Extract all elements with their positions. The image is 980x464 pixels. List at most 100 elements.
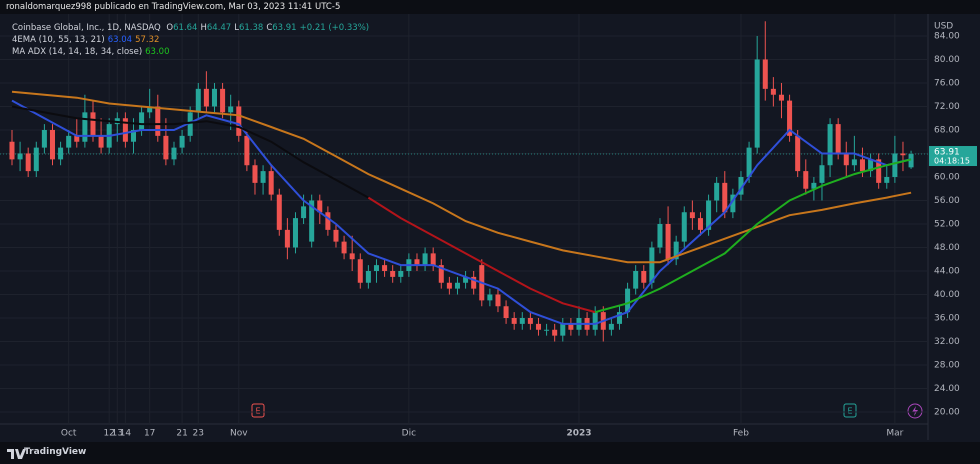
candle-body <box>228 106 234 113</box>
candle-body <box>511 318 517 324</box>
quote-label: O <box>166 23 174 33</box>
header: ronaldomarquez998 publicado en TradingVi… <box>0 0 980 14</box>
background <box>0 14 980 442</box>
candle-body <box>487 294 493 301</box>
candle-body <box>851 159 857 166</box>
svg-text:E: E <box>255 407 260 416</box>
candle-body <box>284 229 290 248</box>
quote-row: Coinbase Global, Inc., 1D, NASDAQ O61.64… <box>12 22 375 34</box>
last-price-label: 63.91 <box>934 148 960 158</box>
candle-body <box>98 135 104 148</box>
candle-body <box>422 253 428 266</box>
quote-label: C <box>266 23 273 33</box>
candle-body <box>58 147 64 160</box>
y-tick-label: 76.00 <box>934 78 960 88</box>
x-tick-label: 23 <box>193 429 204 439</box>
indicator-value: 63.00 <box>145 47 170 57</box>
quote: O61.64 H64.47 L61.38 C63.91 +0.21 (+0.33%) <box>166 23 372 33</box>
y-tick-label: 20.00 <box>934 408 960 418</box>
indicator-line <box>11 105 369 199</box>
candle-body <box>714 182 720 201</box>
candle-body <box>82 112 88 142</box>
candle-body <box>527 318 533 324</box>
indicator-value: 57.32 <box>135 35 160 45</box>
candle-body <box>179 135 185 148</box>
y-tick-label: 60.00 <box>934 172 960 182</box>
quote-value: 61.64 <box>173 23 198 33</box>
candle-body <box>171 147 177 160</box>
candle-body <box>317 200 323 213</box>
y-tick-label: 52.00 <box>934 219 960 229</box>
candle-body <box>463 276 469 283</box>
candle-body <box>892 153 898 177</box>
candle-body <box>390 270 396 277</box>
footer: TradingView <box>0 442 980 464</box>
candle-body <box>373 265 379 271</box>
y-tick-label: 40.00 <box>934 290 960 300</box>
x-tick-label: Feb <box>733 429 749 439</box>
candle-body <box>754 59 760 148</box>
price-box-bg <box>929 146 977 167</box>
candle-body <box>876 159 882 183</box>
candle-body <box>770 88 776 95</box>
candle-body <box>471 276 477 289</box>
logo <box>7 449 26 459</box>
candle-body <box>592 312 598 330</box>
candle-body <box>811 182 817 189</box>
candle-body <box>503 306 509 319</box>
candle-body <box>778 94 784 101</box>
y-tick-label: 72.00 <box>934 102 960 112</box>
candle-body <box>633 270 639 289</box>
candle-body <box>268 171 274 195</box>
candle-body <box>333 229 339 242</box>
y-tick-label: 44.00 <box>934 266 960 276</box>
candle-body <box>195 88 201 113</box>
candle-body <box>454 282 460 289</box>
candle-body <box>430 253 436 266</box>
candle-body <box>908 154 914 168</box>
indicator-row: MA ADX (14, 14, 18, 34, close) 63.00 <box>12 46 375 58</box>
candle-body <box>616 312 622 324</box>
candle-body <box>90 112 96 136</box>
candle-body <box>738 176 744 195</box>
candle-body <box>17 153 23 160</box>
quote-value: 61.38 <box>238 23 264 33</box>
candle-body <box>697 218 703 230</box>
indicator-line <box>11 99 912 325</box>
candle-body <box>665 223 671 260</box>
candle-body <box>341 241 347 254</box>
brand: TradingView <box>24 447 87 457</box>
y-tick-label: 48.00 <box>934 243 960 253</box>
candle-body <box>495 294 501 307</box>
candle-body <box>33 147 39 172</box>
candle-body <box>66 135 72 148</box>
y-tick-label: 24.00 <box>934 384 960 394</box>
candle-body <box>859 159 865 172</box>
candle-body <box>900 153 906 156</box>
x-tick-label: 14 <box>120 429 132 439</box>
y-tick-label: 28.00 <box>934 361 960 371</box>
candle-body <box>535 323 541 330</box>
x-tick-label: 17 <box>144 429 155 439</box>
candle-body <box>398 270 404 277</box>
candle-body <box>122 118 128 142</box>
candle-body <box>544 329 550 331</box>
candle-body <box>746 147 752 177</box>
x-tick-label: 12 <box>103 429 114 439</box>
candle-body <box>236 106 242 136</box>
quote-value: 64.47 <box>206 23 232 33</box>
candle-body <box>438 265 444 283</box>
candle-body <box>260 171 266 183</box>
indicator-label: 4EMA (10, 55, 13, 21) <box>12 35 105 45</box>
candle-body <box>681 212 687 242</box>
x-tick-label: 13 <box>112 429 123 439</box>
candle-body <box>762 59 768 89</box>
candle-body <box>884 176 890 183</box>
candle-body <box>309 200 315 242</box>
candle-body <box>722 182 728 213</box>
candle-body <box>795 135 801 172</box>
indicator-value: 63.04 <box>107 35 133 45</box>
